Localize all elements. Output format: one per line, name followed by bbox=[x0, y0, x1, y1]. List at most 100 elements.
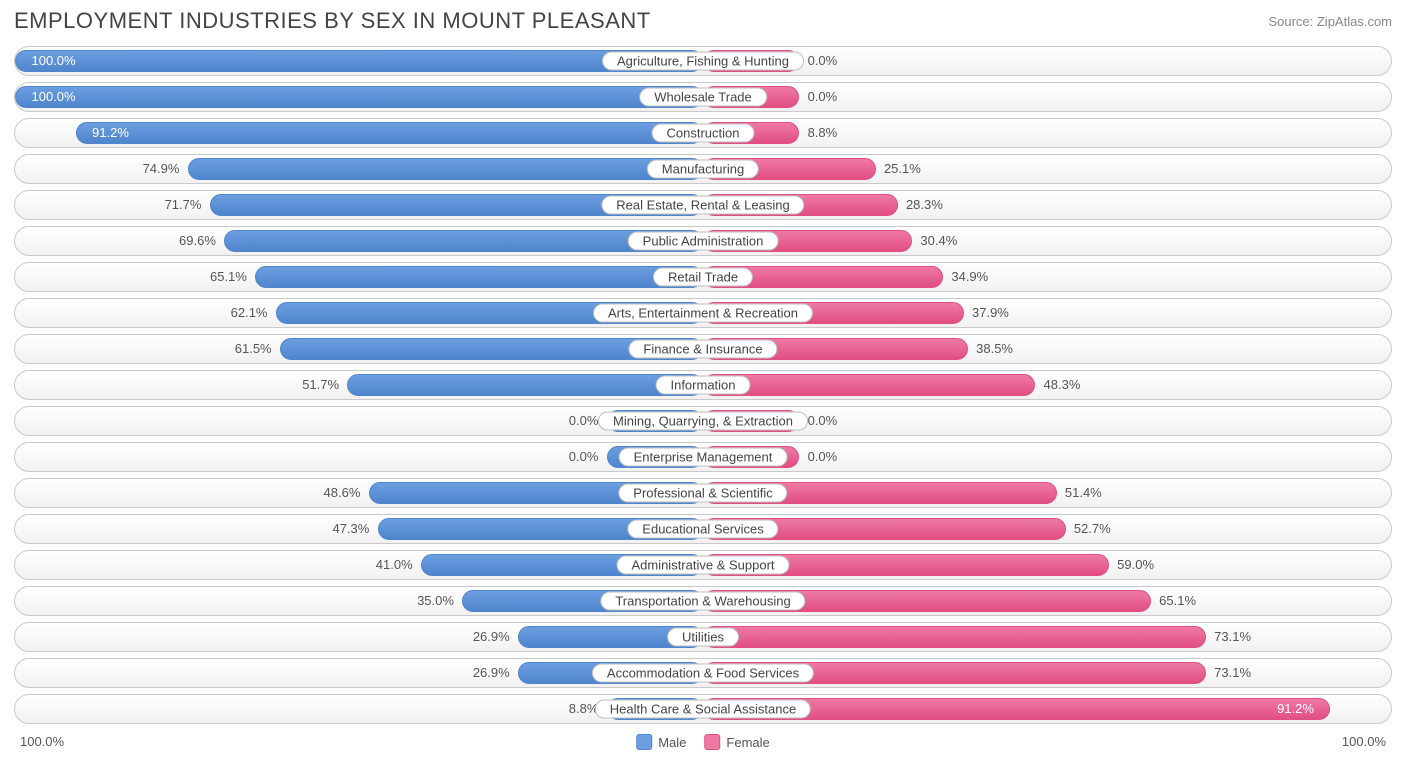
male-value: 100.0% bbox=[32, 47, 76, 75]
chart-header: EMPLOYMENT INDUSTRIES BY SEX IN MOUNT PL… bbox=[0, 0, 1406, 46]
row-track: 0.0% 0.0%Mining, Quarrying, & Extraction bbox=[14, 406, 1392, 436]
category-label: Arts, Entertainment & Recreation bbox=[593, 304, 813, 323]
axis-right-label: 100.0% bbox=[1342, 734, 1386, 749]
category-label: Construction bbox=[652, 124, 755, 143]
category-label: Agriculture, Fishing & Hunting bbox=[602, 52, 804, 71]
male-value: 41.0% bbox=[376, 551, 413, 579]
chart-row: 71.7% 28.3% Real Estate, Rental & Leasing bbox=[14, 190, 1392, 220]
male-value: 51.7% bbox=[302, 371, 339, 399]
chart-row: 74.9%25.1%Manufacturing bbox=[14, 154, 1392, 184]
legend-male-label: Male bbox=[658, 735, 686, 750]
category-label: Retail Trade bbox=[653, 268, 753, 287]
row-track: 62.1% 37.9% Arts, Entertainment & Recreati… bbox=[14, 298, 1392, 328]
row-track: 26.9% 73.1% Accommodation & Food Services bbox=[14, 658, 1392, 688]
chart-row: 51.7% 48.3% Information bbox=[14, 370, 1392, 400]
chart-row: 61.5% 38.5% Finance & Insurance bbox=[14, 334, 1392, 364]
male-value: 48.6% bbox=[324, 479, 361, 507]
chart-source: Source: ZipAtlas.com bbox=[1268, 14, 1392, 29]
diverging-bar-chart: 100.0%0.0%Agriculture, Fishing & Hunting… bbox=[0, 46, 1406, 724]
chart-row: 69.6%30.4%Public Administration bbox=[14, 226, 1392, 256]
male-value: 91.2% bbox=[92, 119, 129, 147]
male-value: 26.9% bbox=[473, 659, 510, 687]
male-value: 69.6% bbox=[179, 227, 216, 255]
category-label: Real Estate, Rental & Leasing bbox=[601, 196, 804, 215]
female-value: 48.3% bbox=[1044, 371, 1081, 399]
female-value: 0.0% bbox=[808, 83, 838, 111]
row-track: 26.9% 73.1% Utilities bbox=[14, 622, 1392, 652]
category-label: Enterprise Management bbox=[619, 448, 788, 467]
female-value: 52.7% bbox=[1074, 515, 1111, 543]
row-track: 51.7% 48.3% Information bbox=[14, 370, 1392, 400]
chart-row: 0.0% 0.0%Mining, Quarrying, & Extraction bbox=[14, 406, 1392, 436]
female-value: 38.5% bbox=[976, 335, 1013, 363]
row-track: 61.5% 38.5% Finance & Insurance bbox=[14, 334, 1392, 364]
male-bar bbox=[15, 50, 703, 72]
female-value: 28.3% bbox=[906, 191, 943, 219]
male-value: 71.7% bbox=[165, 191, 202, 219]
chart-row: 48.6% 51.4% Professional & Scientific bbox=[14, 478, 1392, 508]
row-track: 74.9%25.1%Manufacturing bbox=[14, 154, 1392, 184]
male-value: 100.0% bbox=[32, 83, 76, 111]
row-track: 48.6% 51.4% Professional & Scientific bbox=[14, 478, 1392, 508]
category-label: Mining, Quarrying, & Extraction bbox=[598, 412, 808, 431]
male-bar bbox=[15, 86, 703, 108]
chart-row: 41.0% 59.0% Administrative & Support bbox=[14, 550, 1392, 580]
chart-row: 100.0%0.0%Wholesale Trade bbox=[14, 82, 1392, 112]
female-value: 0.0% bbox=[808, 47, 838, 75]
category-label: Public Administration bbox=[628, 232, 779, 251]
chart-row: 100.0% 0.0%Agriculture, Fishing & Hunting bbox=[14, 46, 1392, 76]
chart-row: 26.9% 73.1% Accommodation & Food Services bbox=[14, 658, 1392, 688]
male-bar bbox=[76, 122, 703, 144]
category-label: Finance & Insurance bbox=[628, 340, 777, 359]
category-label: Information bbox=[655, 376, 750, 395]
female-bar bbox=[703, 374, 1035, 396]
row-track: 71.7% 28.3% Real Estate, Rental & Leasing bbox=[14, 190, 1392, 220]
male-swatch bbox=[636, 734, 652, 750]
female-value: 51.4% bbox=[1065, 479, 1102, 507]
male-value: 61.5% bbox=[235, 335, 272, 363]
female-swatch bbox=[704, 734, 720, 750]
male-value: 26.9% bbox=[473, 623, 510, 651]
row-track: 35.0%65.1%Transportation & Warehousing bbox=[14, 586, 1392, 616]
chart-row: 0.0%0.0%Enterprise Management bbox=[14, 442, 1392, 472]
row-track: 69.6%30.4%Public Administration bbox=[14, 226, 1392, 256]
male-bar bbox=[255, 266, 703, 288]
category-label: Manufacturing bbox=[647, 160, 759, 179]
row-track: 91.2% 8.8% Construction bbox=[14, 118, 1392, 148]
female-value: 59.0% bbox=[1117, 551, 1154, 579]
male-value: 35.0% bbox=[417, 587, 454, 615]
row-track: 100.0%0.0%Wholesale Trade bbox=[14, 82, 1392, 112]
male-value: 0.0% bbox=[569, 443, 599, 471]
chart-row: 26.9% 73.1% Utilities bbox=[14, 622, 1392, 652]
category-label: Administrative & Support bbox=[616, 556, 789, 575]
female-value: 0.0% bbox=[808, 407, 838, 435]
category-label: Accommodation & Food Services bbox=[592, 664, 814, 683]
row-track: 41.0% 59.0% Administrative & Support bbox=[14, 550, 1392, 580]
female-value: 91.2% bbox=[1277, 695, 1314, 723]
female-value: 73.1% bbox=[1214, 659, 1251, 687]
legend-female-label: Female bbox=[726, 735, 769, 750]
category-label: Utilities bbox=[667, 628, 739, 647]
legend-item-male: Male bbox=[636, 734, 686, 750]
row-track: 65.1%34.9%Retail Trade bbox=[14, 262, 1392, 292]
chart-row: 65.1%34.9%Retail Trade bbox=[14, 262, 1392, 292]
female-value: 25.1% bbox=[884, 155, 921, 183]
male-value: 0.0% bbox=[569, 407, 599, 435]
male-bar bbox=[188, 158, 703, 180]
category-label: Educational Services bbox=[627, 520, 778, 539]
female-value: 37.9% bbox=[972, 299, 1009, 327]
female-value: 73.1% bbox=[1214, 623, 1251, 651]
legend-item-female: Female bbox=[704, 734, 769, 750]
chart-footer: 100.0% Male Female 100.0% bbox=[0, 730, 1406, 749]
female-value: 34.9% bbox=[951, 263, 988, 291]
male-value: 62.1% bbox=[231, 299, 268, 327]
row-track: 0.0%0.0%Enterprise Management bbox=[14, 442, 1392, 472]
chart-row: 91.2% 8.8% Construction bbox=[14, 118, 1392, 148]
category-label: Professional & Scientific bbox=[618, 484, 787, 503]
female-value: 8.8% bbox=[808, 119, 838, 147]
row-track: 100.0% 0.0%Agriculture, Fishing & Hunting bbox=[14, 46, 1392, 76]
row-track: 8.8%91.2%Health Care & Social Assistance bbox=[14, 694, 1392, 724]
category-label: Health Care & Social Assistance bbox=[595, 700, 811, 719]
category-label: Transportation & Warehousing bbox=[600, 592, 805, 611]
male-value: 47.3% bbox=[332, 515, 369, 543]
